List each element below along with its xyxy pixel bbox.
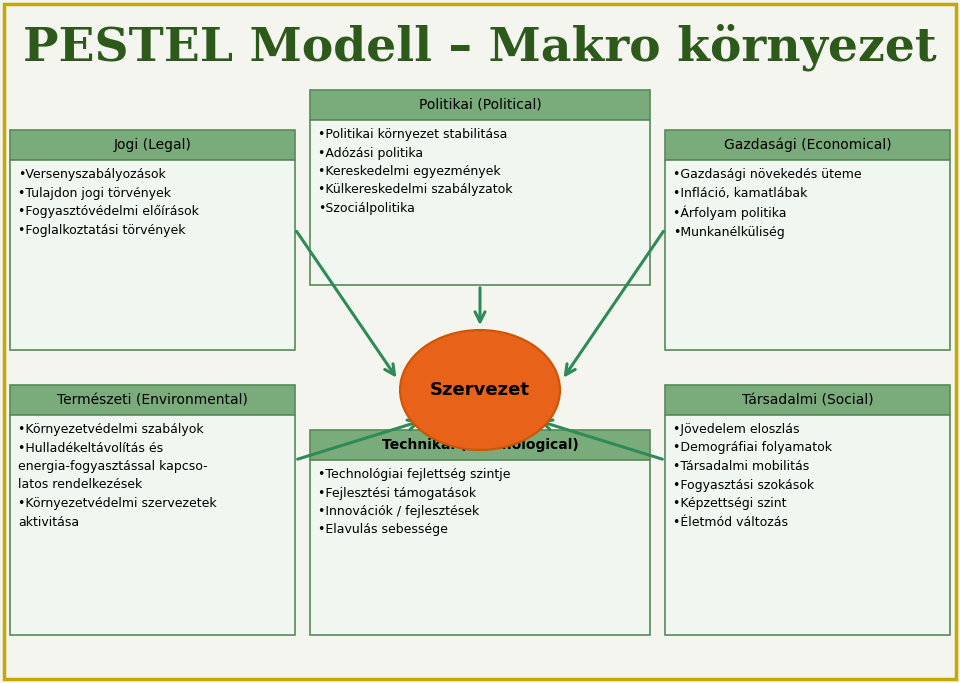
Text: •Környezetvédelmi szabályok
•Hulladékeltávolítás és
energia-fogyasztással kapcso: •Környezetvédelmi szabályok •Hulladékelt… xyxy=(18,423,217,529)
Bar xyxy=(310,460,650,635)
Text: Politikai (Political): Politikai (Political) xyxy=(419,98,541,112)
Bar xyxy=(310,430,650,460)
Text: PESTEL Modell – Makro környezet: PESTEL Modell – Makro környezet xyxy=(23,23,937,71)
Text: •Gazdasági növekedés üteme
•Infláció, kamatlábak
•Árfolyam politika
•Munkanélkül: •Gazdasági növekedés üteme •Infláció, ka… xyxy=(673,168,862,239)
Ellipse shape xyxy=(400,330,560,450)
Bar xyxy=(665,130,950,160)
Text: Természeti (Environmental): Természeti (Environmental) xyxy=(57,393,248,407)
Text: •Politikai környezet stabilitása
•Adózási politika
•Kereskedelmi egyezmények
•Kü: •Politikai környezet stabilitása •Adózás… xyxy=(318,128,513,215)
Bar xyxy=(665,160,950,350)
Text: Technikai (Technological): Technikai (Technological) xyxy=(382,438,578,452)
Text: Társadalmi (Social): Társadalmi (Social) xyxy=(742,393,874,407)
Text: Gazdasági (Economical): Gazdasági (Economical) xyxy=(724,138,891,152)
Bar xyxy=(665,385,950,415)
Text: •Versenyszabályozások
•Tulajdon jogi törvények
•Fogyasztóvédelmi előírások
•Fogl: •Versenyszabályozások •Tulajdon jogi tör… xyxy=(18,168,199,237)
Text: Szervezet: Szervezet xyxy=(430,381,530,399)
Bar xyxy=(10,415,295,635)
Text: •Jövedelem eloszlás
•Demográfiai folyamatok
•Társadalmi mobilitás
•Fogyasztási s: •Jövedelem eloszlás •Demográfiai folyama… xyxy=(673,423,832,529)
Text: Jogi (Legal): Jogi (Legal) xyxy=(113,138,191,152)
Text: •Technológiai fejlettség szintje
•Fejlesztési támogatások
•Innovációk / fejleszt: •Technológiai fejlettség szintje •Fejles… xyxy=(318,468,511,537)
Bar xyxy=(665,415,950,635)
Bar xyxy=(310,120,650,285)
Bar xyxy=(10,385,295,415)
Bar xyxy=(310,90,650,120)
Bar xyxy=(10,160,295,350)
Bar xyxy=(10,130,295,160)
